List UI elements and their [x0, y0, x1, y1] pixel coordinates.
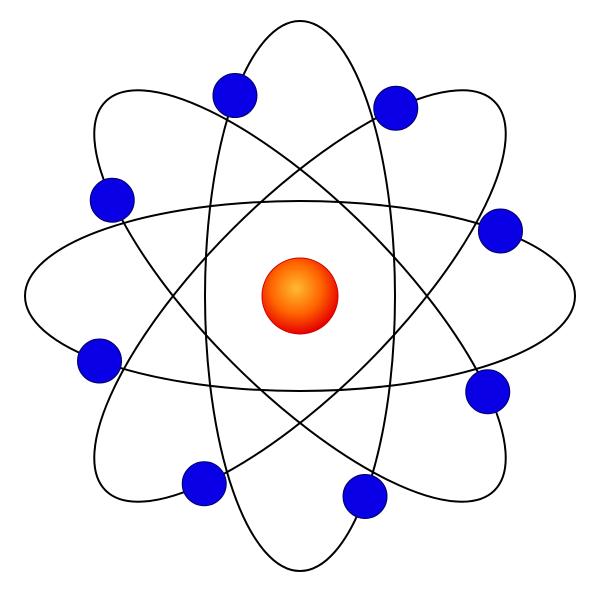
- electron-0-1: [78, 339, 122, 383]
- electron-3-1: [374, 86, 418, 130]
- electron-2-1: [213, 74, 257, 118]
- electron-1-1: [90, 178, 134, 222]
- electron-2-0: [343, 474, 387, 518]
- atom-diagram: [0, 0, 600, 592]
- nucleus: [262, 258, 338, 334]
- electron-3-0: [182, 462, 226, 506]
- electron-1-0: [466, 370, 510, 414]
- electron-0-0: [478, 209, 522, 253]
